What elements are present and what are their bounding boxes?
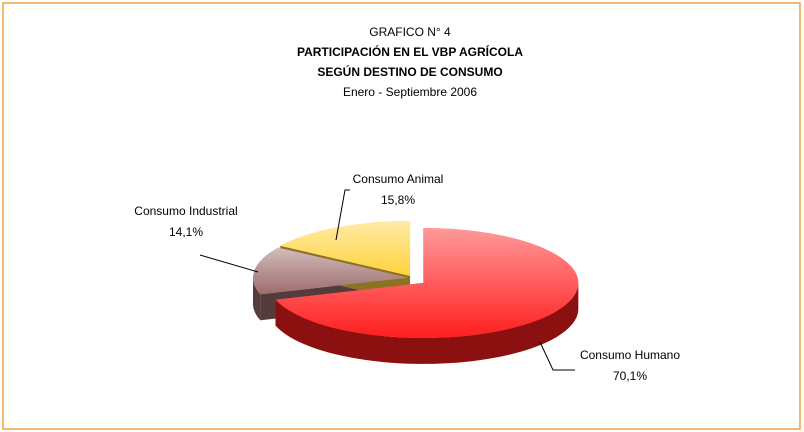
chart-title: SEGÚN DESTINO DE CONSUMO: [317, 64, 502, 79]
chart-title: PARTICIPACIÓN EN EL VBP AGRÍCOLA: [297, 44, 523, 59]
leader-line: [199, 254, 259, 273]
slice-label: Consumo Humano: [580, 348, 680, 362]
leader-line: [335, 189, 350, 241]
leader-line: [539, 341, 575, 371]
slice-side: [275, 283, 579, 364]
slice-highlight: [280, 220, 411, 276]
slice-side: [253, 277, 261, 321]
value-label: 14,1%: [169, 225, 203, 239]
slice-label: Consumo Animal: [353, 172, 444, 186]
slice-highlight: [253, 247, 408, 295]
chart-title: GRAFICO N° 4: [369, 25, 451, 39]
slice-highlight: [275, 228, 579, 338]
value-label: 15,8%: [381, 193, 415, 207]
side-shade: [275, 283, 579, 364]
slice-label: Consumo Industrial: [134, 204, 237, 218]
value-label: 70,1%: [613, 369, 647, 383]
side-shade: [253, 277, 261, 321]
chart-subtitle: Enero - Septiembre 2006: [343, 85, 477, 99]
